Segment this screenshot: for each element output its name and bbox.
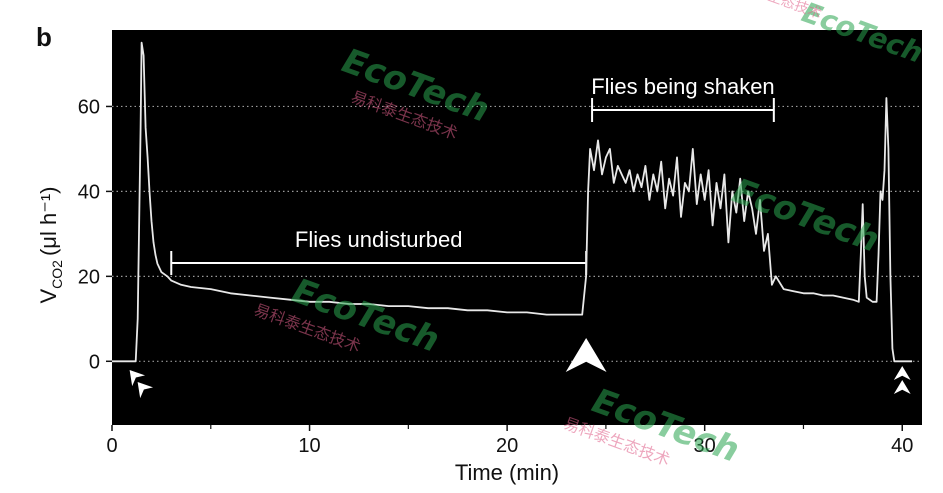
annotation-text: Flies undisturbed xyxy=(295,227,463,252)
x-tick-label: 40 xyxy=(891,435,913,457)
y-tick-label: 60 xyxy=(78,96,100,118)
y-axis-label-sub: CO2 xyxy=(49,260,65,289)
arrowhead-icon xyxy=(137,381,154,399)
x-tick-label: 30 xyxy=(694,435,716,457)
arrowhead-icon xyxy=(129,369,146,387)
panel-label: b xyxy=(36,22,52,52)
arrowhead-icon xyxy=(565,338,607,372)
y-tick-label: 0 xyxy=(89,351,100,373)
annotation-brackets: Flies undisturbed Flies being shaken xyxy=(170,74,775,275)
arrowhead-icon xyxy=(893,380,911,394)
x-tick-label: 20 xyxy=(496,435,518,457)
y-axis-label-main: V xyxy=(36,289,61,304)
x-tick-label: 0 xyxy=(106,435,117,457)
grid-lines xyxy=(112,105,922,362)
series-line xyxy=(112,41,913,363)
x-tick-label: 10 xyxy=(298,435,320,457)
y-axis-ticks: 0 20 40 60 xyxy=(78,96,112,373)
arrowhead-icon xyxy=(893,366,911,380)
y-axis-label-unit: (μl h⁻¹) xyxy=(36,187,61,257)
svg-text:易科泰生态技术: 易科泰生态技术 xyxy=(726,0,824,22)
annotation-text: Flies being shaken xyxy=(591,74,774,99)
y-tick-label: 40 xyxy=(78,181,100,203)
svg-text:VCO2(μl h⁻¹): VCO2 (μl h⁻¹) xyxy=(36,187,65,304)
event-markers xyxy=(129,338,911,399)
x-axis-ticks: 0 10 20 30 40 xyxy=(106,425,913,457)
x-axis-label: Time (min) xyxy=(455,460,559,485)
y-tick-label: 20 xyxy=(78,266,100,288)
y-axis-label: VCO2 (μl h⁻¹) xyxy=(36,187,65,304)
plot-area xyxy=(112,30,922,425)
